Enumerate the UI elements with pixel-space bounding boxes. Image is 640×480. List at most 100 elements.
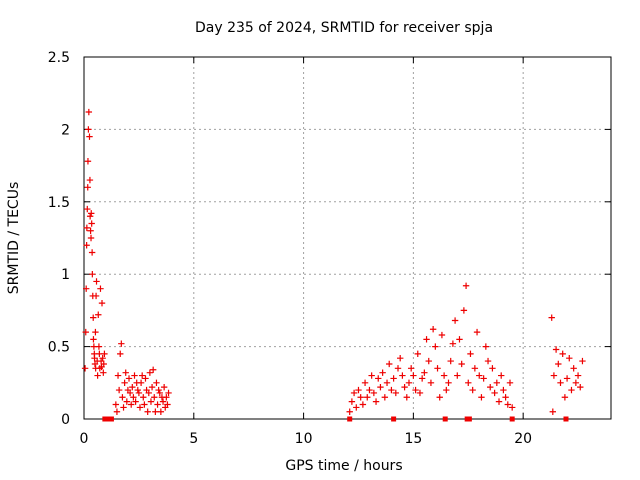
data-point: [460, 307, 468, 314]
data-point: [97, 285, 104, 292]
y-tick-label: 2: [61, 122, 70, 138]
data-point: [83, 224, 91, 232]
data-point: [114, 372, 122, 379]
y-axis-label: SRMTID / TECUs: [6, 182, 22, 295]
data-point: [165, 389, 172, 397]
data-point: [407, 365, 415, 372]
data-point: [370, 389, 378, 397]
data-point: [117, 350, 124, 358]
x-tick-label: 10: [295, 431, 313, 447]
data-point: [145, 389, 152, 397]
x-tick-label: 0: [80, 431, 89, 447]
data-point: [152, 408, 159, 415]
data-point: [405, 379, 413, 386]
y-tick-label: 1.5: [48, 195, 70, 211]
x-tick-label: 20: [514, 431, 532, 447]
data-point: [86, 213, 94, 220]
data-point: [84, 205, 91, 213]
data-point: [95, 343, 103, 350]
data-point: [469, 386, 476, 394]
data-point: [462, 282, 470, 289]
y-tick-label: 1: [61, 267, 70, 283]
data-point: [89, 271, 96, 278]
data-point: [146, 369, 154, 376]
data-point: [412, 386, 419, 394]
data-point: [113, 408, 121, 415]
data-point: [491, 389, 498, 397]
data-point: [84, 158, 92, 165]
data-point: [115, 386, 123, 394]
data-point: [93, 278, 100, 285]
data-point: [82, 328, 89, 336]
x-tick-label: 15: [404, 431, 422, 447]
data-point: [86, 176, 94, 184]
data-point: [506, 379, 514, 386]
data-point: [154, 401, 161, 408]
data-point: [377, 383, 384, 391]
data-point: [427, 379, 435, 386]
data-point: [94, 372, 101, 379]
data-point: [563, 375, 571, 382]
data-point: [132, 398, 139, 405]
data-point: [148, 383, 156, 391]
data-point: [149, 366, 157, 373]
data-point: [570, 365, 577, 372]
data-point: [118, 340, 125, 347]
data-point: [355, 386, 362, 394]
y-tick-label: 2.5: [48, 50, 70, 66]
x-axis-label: GPS time / hours: [285, 458, 402, 474]
data-point: [142, 375, 149, 382]
data-point: [574, 372, 582, 379]
axis-ticks: 0 5 10 15 20 0 0.5 1 1.5 2 2.5: [48, 50, 611, 447]
data-point: [160, 383, 168, 391]
data-point: [126, 389, 134, 397]
data-point: [155, 386, 162, 394]
data-point: [473, 328, 481, 336]
data-point: [484, 357, 492, 365]
data-point: [476, 372, 483, 379]
data-point: [99, 354, 106, 362]
data-point: [85, 108, 93, 116]
data-point: [388, 386, 395, 394]
data-point: [482, 343, 490, 350]
data-point: [555, 360, 562, 368]
data-point: [508, 404, 516, 411]
data-point: [135, 389, 143, 397]
data-point: [163, 394, 170, 401]
data-point: [359, 401, 367, 408]
data-point: [88, 220, 95, 227]
data-point: [368, 372, 375, 379]
data-point: [454, 372, 461, 379]
data-point: [465, 379, 472, 386]
data-points: [81, 108, 586, 422]
x-tick-label: 5: [189, 431, 198, 447]
data-point: [346, 408, 353, 415]
data-point: [436, 394, 443, 401]
data-point: [353, 404, 360, 411]
data-point: [88, 249, 96, 256]
data-point: [383, 379, 391, 386]
data-point: [445, 379, 452, 386]
data-point: [128, 401, 135, 408]
zero-marker: [347, 416, 353, 422]
data-point: [572, 379, 580, 386]
data-point: [487, 383, 494, 391]
data-point: [100, 360, 107, 368]
data-point: [129, 383, 136, 391]
data-point: [159, 398, 167, 405]
data-point: [131, 372, 138, 379]
data-point: [559, 350, 566, 358]
data-point: [375, 375, 382, 382]
data-point: [95, 311, 102, 318]
chart-title: Day 235 of 2024, SRMTID for receiver spj…: [195, 20, 493, 36]
data-point: [136, 404, 144, 411]
data-point: [164, 401, 171, 408]
data-point: [451, 317, 459, 324]
data-point: [90, 336, 97, 343]
data-point: [151, 394, 158, 401]
data-point: [348, 398, 356, 405]
data-point: [134, 386, 141, 394]
data-point: [434, 365, 441, 372]
data-point: [100, 369, 107, 376]
data-point: [557, 379, 564, 386]
